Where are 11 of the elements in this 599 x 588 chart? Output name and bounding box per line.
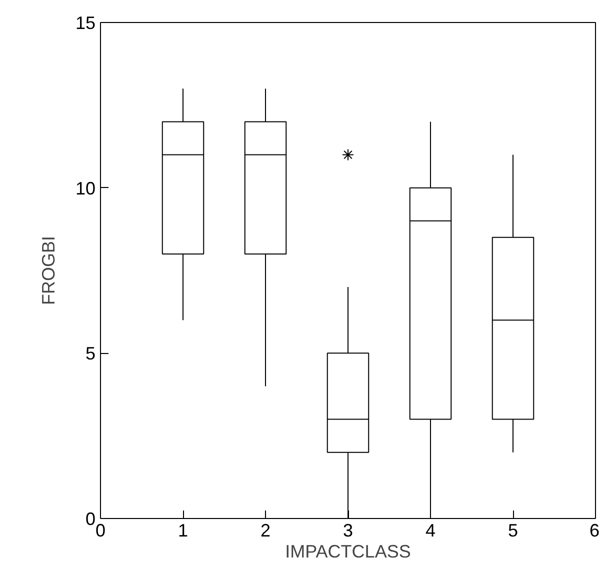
x-tick-label: 1: [178, 520, 188, 540]
x-tick-label: 2: [260, 520, 271, 540]
x-tick-label: 6: [589, 520, 599, 540]
x-tick-label: 3: [342, 520, 354, 540]
y-tick-label: 15: [75, 13, 96, 33]
y-tick-label: 10: [75, 178, 96, 198]
y-axis-title: FROGBI: [38, 236, 58, 305]
y-tick-label: 5: [85, 344, 96, 364]
x-tick-label: 5: [508, 520, 518, 540]
x-axis-title: IMPACTCLASS: [285, 542, 411, 562]
x-tick-label: 4: [425, 520, 436, 540]
